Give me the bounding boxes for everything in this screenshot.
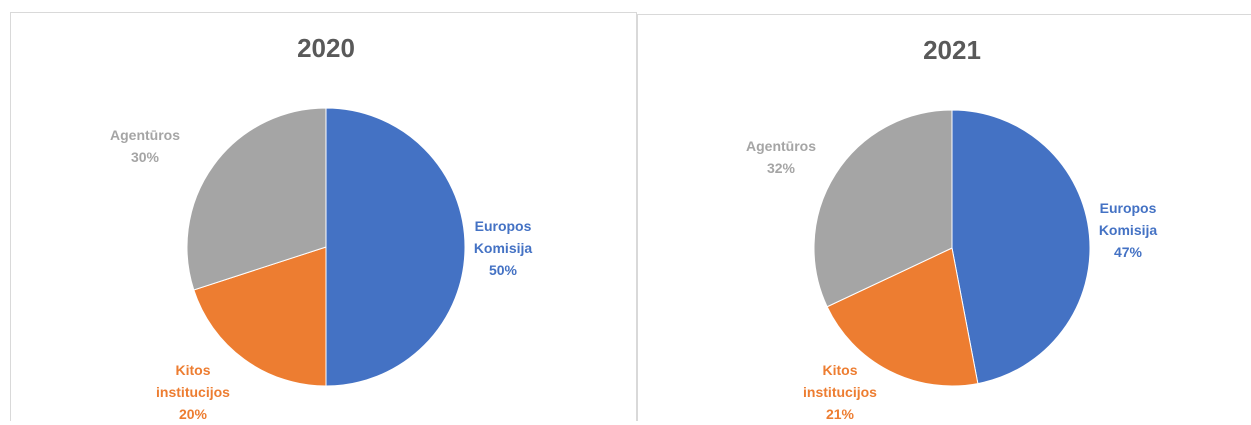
category-label: Agentūros [731, 135, 831, 157]
category-label: Agentūros [95, 124, 195, 146]
value-label: 20% [143, 403, 243, 425]
category-label: Europos Komisija [453, 215, 553, 259]
category-label: Kitos institucijos [143, 359, 243, 403]
value-label: 32% [731, 157, 831, 179]
chart-title: 2021 [923, 35, 981, 65]
value-label: 21% [790, 403, 890, 425]
chart-title: 2020 [297, 33, 355, 63]
category-label: Kitos institucijos [790, 359, 890, 403]
value-label: 50% [453, 259, 553, 281]
value-label: 47% [1078, 241, 1178, 263]
value-label: 30% [95, 146, 195, 168]
category-label: Europos Komisija [1078, 197, 1178, 241]
